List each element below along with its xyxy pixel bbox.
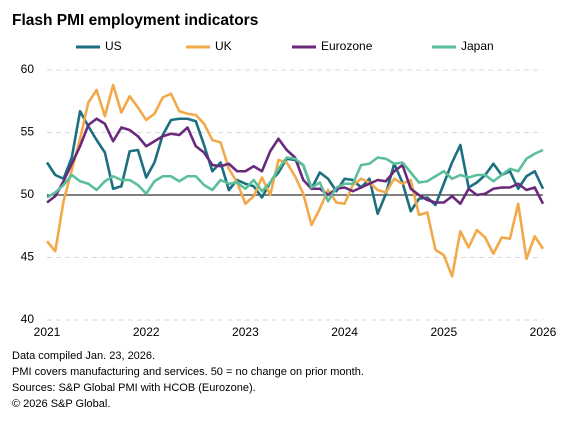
y-tick-label: 50	[21, 187, 35, 201]
legend-label: US	[105, 39, 122, 53]
footnote: © 2026 S&P Global.	[12, 398, 110, 410]
legend-label: Japan	[461, 39, 494, 53]
x-tick-label: 2025	[430, 325, 457, 339]
line-series	[46, 117, 545, 206]
x-tick-label: 2026	[530, 325, 557, 339]
x-tick-label: 2021	[34, 325, 61, 339]
footnote: Sources: S&P Global PMI with HCOB (Euroz…	[12, 382, 256, 394]
line-series	[45, 83, 545, 278]
legend-label: UK	[215, 39, 232, 53]
x-tick-label: 2024	[331, 325, 358, 339]
y-tick-label: 55	[21, 125, 35, 139]
footnote: Data compiled Jan. 23, 2026.	[12, 350, 155, 362]
x-tick-label: 2023	[232, 325, 259, 339]
x-tick-label: 2022	[133, 325, 160, 339]
y-tick-label: 45	[21, 250, 35, 264]
legend-label: Eurozone	[321, 39, 373, 53]
y-tick-label: 60	[21, 62, 35, 76]
y-tick-label: 40	[21, 312, 35, 326]
line-series	[46, 148, 544, 203]
chart-title: Flash PMI employment indicators	[12, 12, 258, 29]
footnote: PMI covers manufacturing and services. 5…	[12, 366, 364, 378]
